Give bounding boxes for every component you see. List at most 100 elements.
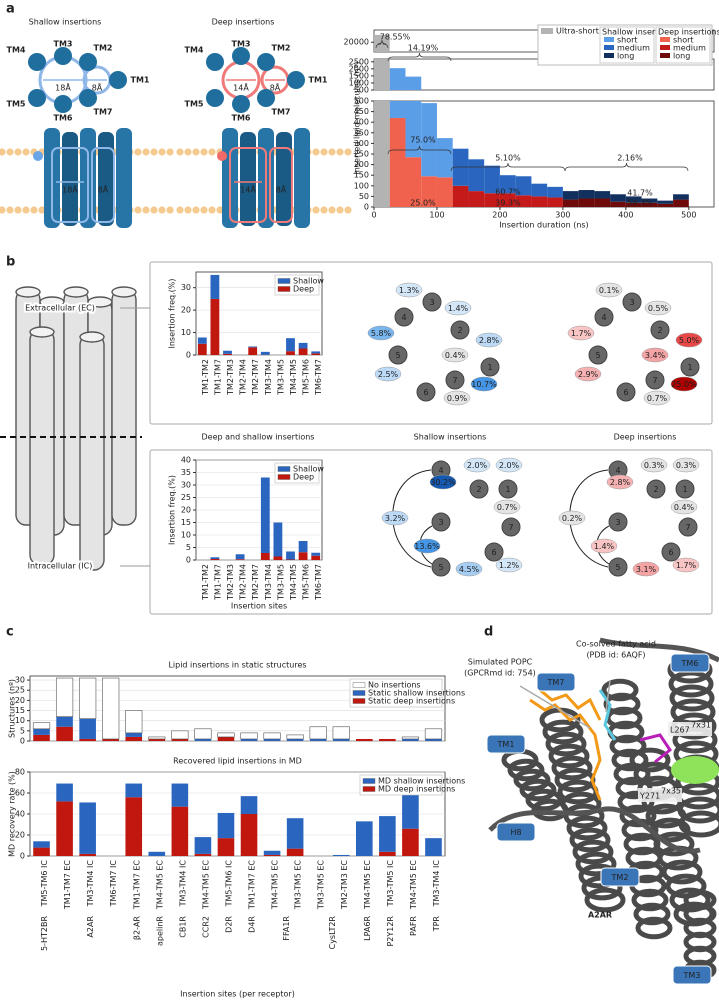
edge-label: 1.2%: [499, 561, 520, 570]
helix-coil: [661, 859, 703, 885]
pointer: [519, 685, 591, 729]
y-tick-label: 10: [15, 716, 25, 725]
annotation: 41.7%: [627, 189, 653, 198]
lipid-head: [192, 148, 200, 156]
y-axis-label: Structures (nº): [8, 679, 17, 738]
region-label-halo: Intracellular (IC): [28, 562, 93, 571]
fatty-acid: [598, 689, 617, 741]
edge-label: 25.0%: [671, 380, 697, 389]
bar-segment: [260, 351, 270, 355]
edge-label: 0.7%: [647, 394, 668, 403]
y-tick-label: 15: [15, 706, 25, 715]
cylinder-top: [63, 286, 89, 298]
x-tick-label: TM1-TM2: [201, 359, 210, 396]
legend-entry: long: [673, 52, 690, 61]
residue-tag: [638, 788, 682, 802]
y-tick-label: 1000: [349, 78, 369, 87]
histogram-bar: [515, 195, 532, 207]
histogram-bar: [389, 68, 406, 90]
popc-lipid: [529, 698, 602, 801]
legend-entry: No insertions: [368, 681, 421, 690]
y-tick-label: 80: [15, 768, 25, 777]
helix-coil: [551, 755, 593, 781]
legend-entry: medium: [673, 44, 706, 53]
bar-segment: [125, 732, 143, 737]
edge-label: 0.1%: [599, 286, 620, 295]
bar-segment: [240, 796, 258, 814]
node: [388, 345, 408, 365]
bar-segment: [273, 522, 283, 557]
bar-segment: [240, 738, 258, 741]
y-tick-label: 50: [359, 192, 369, 201]
legend-swatch: [277, 286, 291, 292]
helix-label: TM1: [497, 740, 515, 749]
inserted-lipid: [217, 151, 227, 161]
lipid-head: [0, 148, 6, 156]
edge-badge: [444, 300, 472, 316]
helix-tag: [486, 734, 526, 754]
edge-label: 1.3%: [399, 286, 420, 295]
lipid-head: [344, 148, 352, 156]
lipid-head: [38, 206, 46, 214]
y-tick-label: 10: [181, 531, 191, 540]
legend-swatch: [362, 778, 376, 784]
bar-segment: [33, 728, 50, 735]
histogram-bar: [374, 59, 390, 90]
histogram-bar: [515, 176, 532, 196]
histogram-bar: [436, 177, 453, 207]
bar-segment: [356, 738, 373, 741]
node-label: 6: [423, 388, 428, 397]
y-tick-label: 20: [15, 831, 25, 840]
node-label: 3: [629, 298, 634, 307]
edge-badge: [595, 282, 623, 298]
node: [645, 370, 665, 390]
x-tick-label: 300: [555, 211, 570, 220]
histogram-bar: [484, 193, 500, 207]
node: [445, 370, 465, 390]
y-tick-label: 60: [15, 789, 25, 798]
group-label: LPA6R: [363, 916, 372, 941]
edge-badge: [558, 510, 586, 526]
x-tick-label: TM5-TM6: [302, 564, 311, 601]
loop: [488, 806, 701, 854]
histogram-bar: [673, 194, 689, 200]
y-axis-label: MD recovery rate (%): [8, 771, 17, 857]
helix: [54, 95, 72, 113]
lipid-head: [6, 148, 14, 156]
x-tick-label: TM6-TM7: [314, 564, 323, 601]
node-label: 4: [401, 313, 406, 322]
insertion-site: [51, 147, 89, 223]
bar-segment: [286, 818, 304, 849]
legend-entry: Static deep insertions: [368, 697, 455, 706]
bar-segment: [79, 802, 96, 854]
helix: [257, 53, 275, 71]
lipid-head: [328, 148, 336, 156]
legend-swatch: [604, 37, 614, 42]
bar-segment: [356, 821, 373, 856]
group-label: 5-HT2BR: [40, 916, 49, 951]
bar-segment: [273, 556, 283, 560]
edge-badge: [567, 325, 595, 341]
bar-segment: [56, 801, 73, 856]
x-tick-label: TM5-TM6: [302, 359, 311, 396]
bar-segment: [260, 477, 270, 553]
bar-segment: [263, 854, 281, 856]
helix-label: TM2: [272, 44, 291, 53]
edge-label: 3.4%: [645, 351, 666, 360]
y-tick-label: 10: [181, 328, 191, 337]
x-tick-label: 100: [429, 211, 444, 220]
annotation: 78.55%: [380, 33, 411, 42]
helix: [109, 71, 127, 89]
helix: [79, 53, 97, 71]
histogram-bar: [610, 201, 626, 207]
lipid-head: [6, 206, 14, 214]
node: [394, 307, 414, 327]
protein-helix: [294, 128, 310, 228]
group-label: FFA1R: [282, 916, 291, 941]
legend-swatch: [352, 690, 366, 696]
lipid-head: [166, 148, 174, 156]
lipid-head: [344, 206, 352, 214]
histogram-bar: [421, 176, 437, 207]
bar-segment: [125, 736, 143, 741]
group-label: D4R: [248, 916, 257, 933]
